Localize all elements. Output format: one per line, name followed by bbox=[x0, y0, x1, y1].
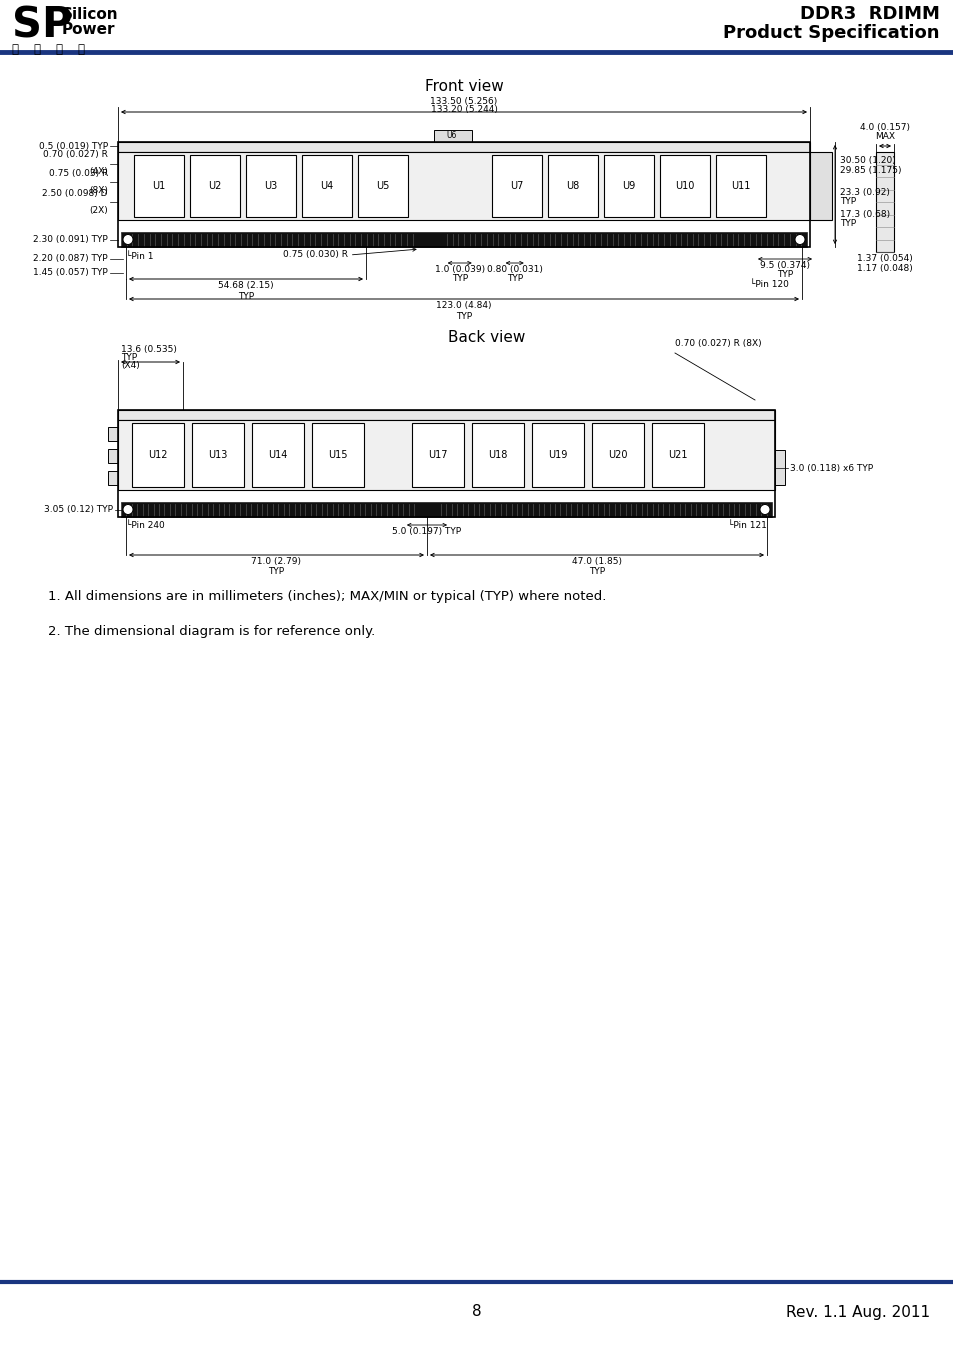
Bar bbox=[312, 423, 364, 487]
Text: U21: U21 bbox=[667, 450, 687, 460]
Text: 9.5 (0.374): 9.5 (0.374) bbox=[760, 261, 809, 270]
Text: SP: SP bbox=[12, 5, 72, 47]
Text: 17.3 (0.68): 17.3 (0.68) bbox=[840, 209, 889, 219]
Text: 2. The dimensional diagram is for reference only.: 2. The dimensional diagram is for refere… bbox=[48, 625, 375, 639]
Text: TYP: TYP bbox=[840, 219, 855, 228]
Text: └Pin 1: └Pin 1 bbox=[126, 252, 153, 261]
Bar bbox=[118, 142, 809, 247]
Bar bbox=[472, 423, 523, 487]
Bar bbox=[118, 420, 774, 490]
Text: 0.75 (0.030) R: 0.75 (0.030) R bbox=[282, 251, 347, 259]
Bar bbox=[118, 410, 774, 517]
Text: (4X): (4X) bbox=[90, 167, 108, 176]
Text: DDR3  RDIMM: DDR3 RDIMM bbox=[800, 5, 939, 23]
Text: 0.80 (0.031): 0.80 (0.031) bbox=[486, 265, 542, 274]
Text: 123.0 (4.84): 123.0 (4.84) bbox=[436, 301, 491, 310]
Text: Back view: Back view bbox=[447, 329, 525, 346]
Text: 47.0 (1.85): 47.0 (1.85) bbox=[572, 558, 621, 566]
Text: 2.30 (0.091) TYP: 2.30 (0.091) TYP bbox=[33, 235, 108, 244]
Text: TYP: TYP bbox=[237, 292, 253, 301]
Text: U4: U4 bbox=[320, 181, 334, 190]
Text: TYP: TYP bbox=[268, 567, 284, 576]
Text: U8: U8 bbox=[566, 181, 579, 190]
Text: Power: Power bbox=[62, 22, 115, 36]
Bar bbox=[651, 423, 703, 487]
Text: 3.0 (0.118) x6 TYP: 3.0 (0.118) x6 TYP bbox=[789, 463, 872, 472]
Text: 廣    頡    電    通: 廣 頡 電 通 bbox=[12, 43, 85, 55]
Bar bbox=[659, 155, 709, 217]
Text: U15: U15 bbox=[328, 450, 348, 460]
Text: U3: U3 bbox=[264, 181, 277, 190]
Text: TYP: TYP bbox=[456, 312, 472, 321]
Bar bbox=[108, 450, 118, 463]
Text: TYP: TYP bbox=[451, 274, 467, 284]
Text: 0.70 (0.027) R: 0.70 (0.027) R bbox=[43, 150, 108, 159]
Text: U7: U7 bbox=[510, 181, 523, 190]
Bar bbox=[132, 423, 184, 487]
Bar bbox=[252, 423, 304, 487]
Text: Product Specification: Product Specification bbox=[722, 24, 939, 42]
Bar bbox=[357, 155, 408, 217]
Text: 13.6 (0.535): 13.6 (0.535) bbox=[121, 346, 176, 354]
Text: U18: U18 bbox=[488, 450, 507, 460]
Text: U17: U17 bbox=[428, 450, 447, 460]
Text: 133.20 (5.244): 133.20 (5.244) bbox=[430, 105, 497, 113]
Text: Silicon: Silicon bbox=[62, 7, 118, 22]
Text: 1. All dimensions are in millimeters (inches); MAX/MIN or typical (TYP) where no: 1. All dimensions are in millimeters (in… bbox=[48, 590, 606, 603]
Bar bbox=[875, 153, 893, 252]
Bar bbox=[121, 502, 771, 517]
Text: 0.75 (0.03) R: 0.75 (0.03) R bbox=[49, 169, 108, 178]
Bar bbox=[774, 450, 784, 485]
Text: (8X): (8X) bbox=[89, 186, 108, 194]
Text: U19: U19 bbox=[548, 450, 567, 460]
Text: U1: U1 bbox=[152, 181, 166, 190]
Text: 133.50 (5.256): 133.50 (5.256) bbox=[430, 97, 497, 107]
Bar bbox=[190, 155, 240, 217]
Text: Rev. 1.1 Aug. 2011: Rev. 1.1 Aug. 2011 bbox=[785, 1304, 929, 1319]
Text: MAX: MAX bbox=[874, 132, 894, 140]
Text: 3.05 (0.12) TYP: 3.05 (0.12) TYP bbox=[44, 505, 112, 514]
Bar bbox=[246, 155, 295, 217]
Text: 54.68 (2.15): 54.68 (2.15) bbox=[218, 281, 274, 290]
Bar bbox=[412, 423, 463, 487]
Text: U2: U2 bbox=[208, 181, 221, 190]
Bar bbox=[118, 410, 774, 420]
Text: U14: U14 bbox=[268, 450, 288, 460]
Text: 0.70 (0.027) R (8X): 0.70 (0.027) R (8X) bbox=[675, 339, 760, 348]
Bar bbox=[302, 155, 352, 217]
Text: U6: U6 bbox=[446, 131, 456, 140]
Bar bbox=[716, 155, 765, 217]
Text: 71.0 (2.79): 71.0 (2.79) bbox=[252, 558, 301, 566]
Circle shape bbox=[760, 505, 769, 514]
Circle shape bbox=[123, 505, 132, 514]
Text: U13: U13 bbox=[208, 450, 228, 460]
Circle shape bbox=[794, 235, 804, 244]
Bar bbox=[492, 155, 541, 217]
Text: Front view: Front view bbox=[424, 80, 503, 94]
Text: 1.37 (0.054)
1.17 (0.048): 1.37 (0.054) 1.17 (0.048) bbox=[856, 254, 912, 274]
Text: 4.0 (0.157): 4.0 (0.157) bbox=[859, 123, 909, 132]
Text: 0.5 (0.019) TYP: 0.5 (0.019) TYP bbox=[39, 142, 108, 150]
Text: U11: U11 bbox=[731, 181, 750, 190]
Text: 2.20 (0.087) TYP: 2.20 (0.087) TYP bbox=[33, 255, 108, 263]
Circle shape bbox=[123, 235, 132, 244]
Bar bbox=[532, 423, 583, 487]
Text: TYP: TYP bbox=[506, 274, 522, 284]
Bar bbox=[192, 423, 244, 487]
Text: └Pin 240: └Pin 240 bbox=[126, 521, 165, 531]
Bar bbox=[118, 142, 809, 153]
Text: 23.3 (0.92): 23.3 (0.92) bbox=[840, 188, 889, 197]
Text: 2.50 (0.098) D: 2.50 (0.098) D bbox=[43, 189, 108, 198]
Bar bbox=[133, 155, 184, 217]
Text: U12: U12 bbox=[148, 450, 168, 460]
Bar bbox=[809, 153, 831, 220]
Bar bbox=[121, 232, 806, 247]
Text: (2X): (2X) bbox=[90, 207, 108, 215]
Text: 8: 8 bbox=[472, 1304, 481, 1319]
Text: U5: U5 bbox=[375, 181, 389, 190]
Text: U9: U9 bbox=[621, 181, 635, 190]
Bar bbox=[603, 155, 654, 217]
Text: U10: U10 bbox=[675, 181, 694, 190]
Text: 5.0 (0.197) TYP: 5.0 (0.197) TYP bbox=[392, 526, 461, 536]
Text: TYP: TYP bbox=[121, 352, 137, 362]
